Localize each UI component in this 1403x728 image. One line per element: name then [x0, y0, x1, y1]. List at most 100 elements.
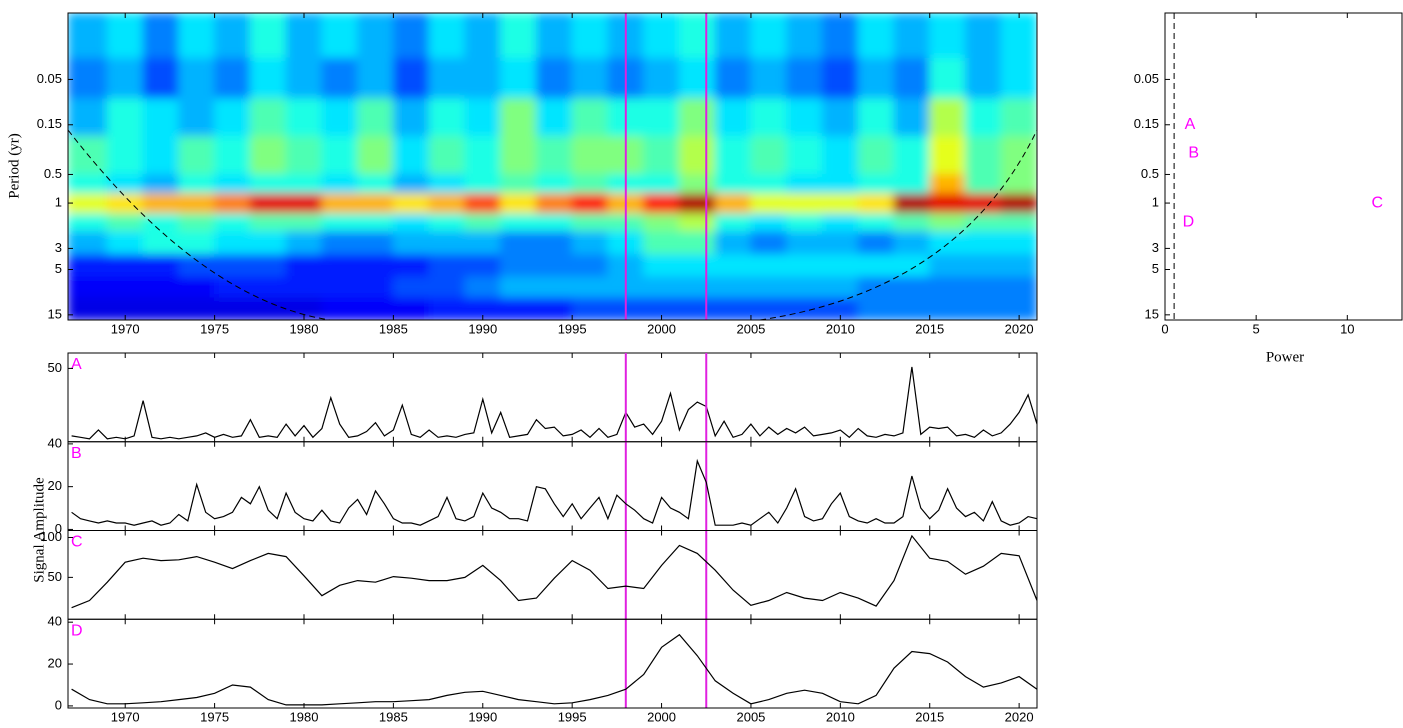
heatmap-cell — [392, 213, 430, 233]
heatmap-cell — [106, 213, 144, 233]
heatmap-cell — [786, 213, 823, 233]
heatmap-cell — [714, 173, 752, 195]
annotation: B — [1188, 145, 1199, 162]
heatmap-cell — [893, 13, 931, 59]
heatmap-cell — [500, 297, 537, 320]
heatmap-cell — [893, 173, 931, 195]
heatmap-cell — [643, 254, 680, 278]
heatmap-cell — [535, 231, 573, 256]
heatmap-cell — [500, 254, 537, 278]
heatmap-cell — [214, 98, 251, 138]
heatmap-cell — [535, 297, 573, 320]
y-tick-label: 0.15 — [1134, 116, 1159, 131]
heatmap-cell — [249, 173, 287, 195]
heatmap-cell — [106, 173, 144, 195]
heatmap-cell — [786, 136, 823, 175]
data-line — [71, 458, 1038, 526]
y-tick-label: 50 — [48, 569, 62, 584]
x-tick-label: 1990 — [468, 321, 497, 336]
heatmap-cell — [857, 254, 895, 278]
heatmap-cell — [249, 193, 287, 215]
heatmap-cell — [392, 173, 430, 195]
heatmap-cell — [321, 13, 359, 59]
heatmap-cell — [1000, 276, 1037, 299]
panel-label: C — [71, 534, 83, 551]
annotation: A — [1185, 116, 1196, 133]
heatmap-cell — [714, 276, 752, 299]
heatmap-cell — [500, 98, 537, 138]
heatmap-cell — [786, 57, 823, 100]
heatmap-cell — [535, 213, 573, 233]
heatmap-cell — [929, 254, 966, 278]
heatmap-cell — [249, 276, 287, 299]
heatmap-cell — [964, 13, 1002, 59]
heatmap-cell — [500, 193, 537, 215]
heatmap-cell — [321, 136, 359, 175]
heatmap-cell — [249, 57, 287, 100]
heatmap-cell — [178, 276, 216, 299]
heatmap-cell — [1000, 213, 1037, 233]
data-line — [71, 366, 1038, 440]
heatmap-cell — [357, 136, 394, 175]
heatmap-cell — [428, 254, 466, 278]
heatmap-cell — [214, 193, 251, 215]
heatmap-cell — [893, 231, 931, 256]
heatmap-cell — [535, 193, 573, 215]
heatmap-cell — [428, 213, 466, 233]
x-tick-label: 1990 — [468, 709, 497, 724]
heatmap-cell — [357, 173, 394, 195]
heatmap-cell — [106, 297, 144, 320]
heatmap-cell — [142, 213, 180, 233]
heatmap-cell — [68, 57, 108, 100]
heatmap-cell — [535, 57, 573, 100]
heatmap-cell — [428, 231, 466, 256]
heatmap-cell — [321, 193, 359, 215]
heatmap-cell — [643, 173, 680, 195]
heatmap-cell — [750, 98, 788, 138]
heatmap-cell — [821, 276, 859, 299]
heatmap-cell — [68, 98, 108, 138]
heatmap-cell — [464, 136, 502, 175]
heatmap-cell — [571, 276, 609, 299]
x-tick-label: 1995 — [558, 709, 587, 724]
heatmap-cell — [214, 297, 251, 320]
heatmap-cell — [643, 13, 680, 59]
x-axis-title: Power — [1266, 349, 1304, 365]
heatmap-cell — [178, 254, 216, 278]
heatmap-cell — [571, 213, 609, 233]
heatmap-cell — [392, 254, 430, 278]
heatmap-cell — [428, 136, 466, 175]
heatmap-cell — [68, 173, 108, 195]
heatmap-cell — [821, 13, 859, 59]
heatmap-cell — [750, 173, 788, 195]
y-tick-label: 3 — [55, 240, 62, 255]
heatmap-cell — [643, 193, 680, 215]
heatmap-cell — [750, 13, 788, 59]
heatmap-cell — [750, 136, 788, 175]
heatmap-cell — [786, 193, 823, 215]
heatmap-cell — [249, 297, 287, 320]
heatmap-cell — [821, 213, 859, 233]
heatmap-cell — [106, 231, 144, 256]
heatmap-cell — [464, 297, 502, 320]
heatmap-cell — [929, 13, 966, 59]
y-tick-label: 0 — [55, 521, 62, 536]
heatmap-cell — [535, 13, 573, 59]
y-tick-label: 1 — [1152, 195, 1159, 210]
heatmap-cell — [821, 297, 859, 320]
heatmap-cell — [106, 13, 144, 59]
heatmap-cell — [1000, 98, 1037, 138]
heatmap-cell — [893, 136, 931, 175]
heatmap-cell — [285, 213, 323, 233]
heatmap-cell — [821, 173, 859, 195]
plot-frame — [67, 352, 1038, 443]
heatmap-cell — [964, 193, 1002, 215]
heatmap-cell — [750, 297, 788, 320]
heatmap-cell — [714, 213, 752, 233]
heatmap-cells — [68, 13, 1037, 320]
x-tick-label: 1970 — [111, 709, 140, 724]
heatmap-cell — [1000, 13, 1037, 59]
heatmap-cell — [678, 213, 716, 233]
heatmap-cell — [321, 231, 359, 256]
heatmap-cell — [643, 98, 680, 138]
